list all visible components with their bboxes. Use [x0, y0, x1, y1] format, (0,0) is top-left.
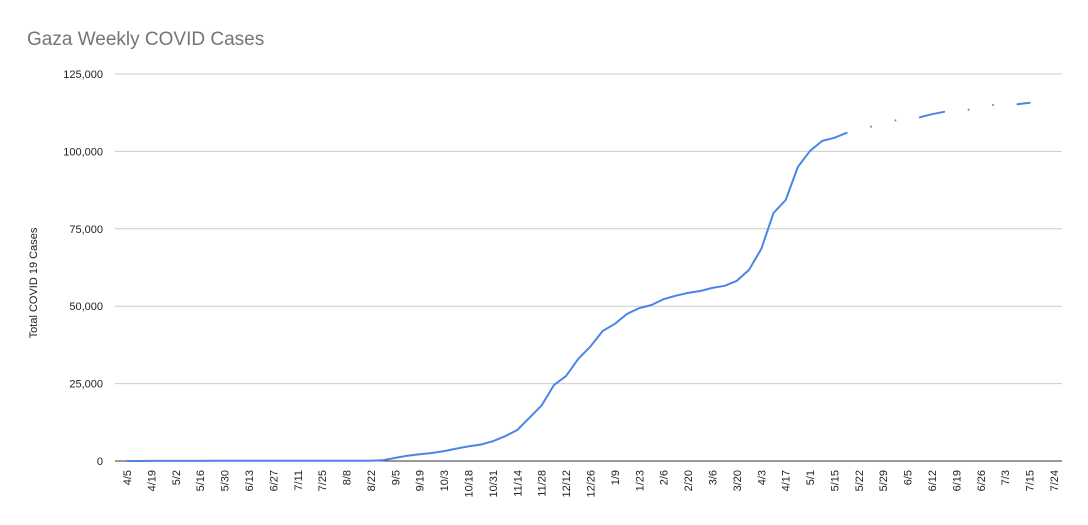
y-tick-label: 0: [97, 456, 103, 468]
x-tick-label: 6/27: [268, 470, 280, 491]
x-tick-label: 6/26: [976, 470, 988, 491]
x-tick-label: 5/16: [195, 470, 207, 491]
x-tick-label: 10/31: [488, 470, 500, 498]
x-tick-label: 7/11: [293, 470, 305, 491]
x-tick-label: 6/13: [244, 470, 256, 491]
x-tick-label: 1/23: [634, 470, 646, 491]
x-tick-label: 7/15: [1025, 470, 1037, 491]
x-tick-label: 5/15: [829, 470, 841, 491]
y-tick-label: 50,000: [69, 301, 103, 313]
y-tick-label: 75,000: [69, 224, 103, 236]
x-tick-label: 2/20: [683, 470, 695, 491]
x-tick-label: 7/24: [1049, 470, 1061, 491]
x-tick-label: 9/5: [390, 470, 402, 485]
x-tick-label: 2/6: [659, 470, 671, 485]
y-tick-label: 125,000: [63, 69, 103, 81]
x-tick-label: 12/12: [561, 470, 573, 498]
x-tick-label: 6/19: [951, 470, 963, 491]
x-tick-label: 9/19: [415, 470, 427, 491]
x-tick-label: 5/22: [854, 470, 866, 491]
x-tick-label: 6/12: [927, 470, 939, 491]
x-tick-label: 6/5: [903, 470, 915, 485]
x-tick-label: 8/22: [366, 470, 378, 491]
x-tick-label: 10/18: [464, 470, 476, 498]
x-tick-label: 7/25: [317, 470, 329, 491]
x-tick-label: 3/20: [732, 470, 744, 491]
x-tick-label: 5/29: [878, 470, 890, 491]
line: [126, 101, 1031, 462]
x-tick-label: 4/19: [146, 470, 158, 491]
x-tick-label: 4/3: [756, 470, 768, 485]
x-tick-label: 5/1: [805, 470, 817, 485]
y-tick-label: 100,000: [63, 146, 103, 158]
y-axis-title: Total COVID 19 Cases: [28, 227, 40, 338]
x-tick-label: 12/26: [586, 470, 598, 498]
x-tick-label: 8/8: [342, 470, 354, 485]
x-tick-label: 10/3: [439, 470, 451, 491]
x-tick-label: 5/2: [171, 470, 183, 485]
x-tick-label: 3/6: [707, 470, 719, 485]
x-tick-label: 5/30: [220, 470, 232, 491]
y-tick-label: 25,000: [69, 379, 103, 391]
x-tick-label: 4/17: [781, 470, 793, 491]
x-tick-label: 7/3: [1000, 470, 1012, 485]
chart-title: Gaza Weekly COVID Cases: [27, 29, 264, 50]
x-tick-label: 1/9: [610, 470, 622, 485]
x-tick-label: 11/28: [537, 470, 549, 497]
x-tick-label: 11/14: [512, 470, 524, 497]
x-tick-label: 4/5: [122, 470, 134, 485]
